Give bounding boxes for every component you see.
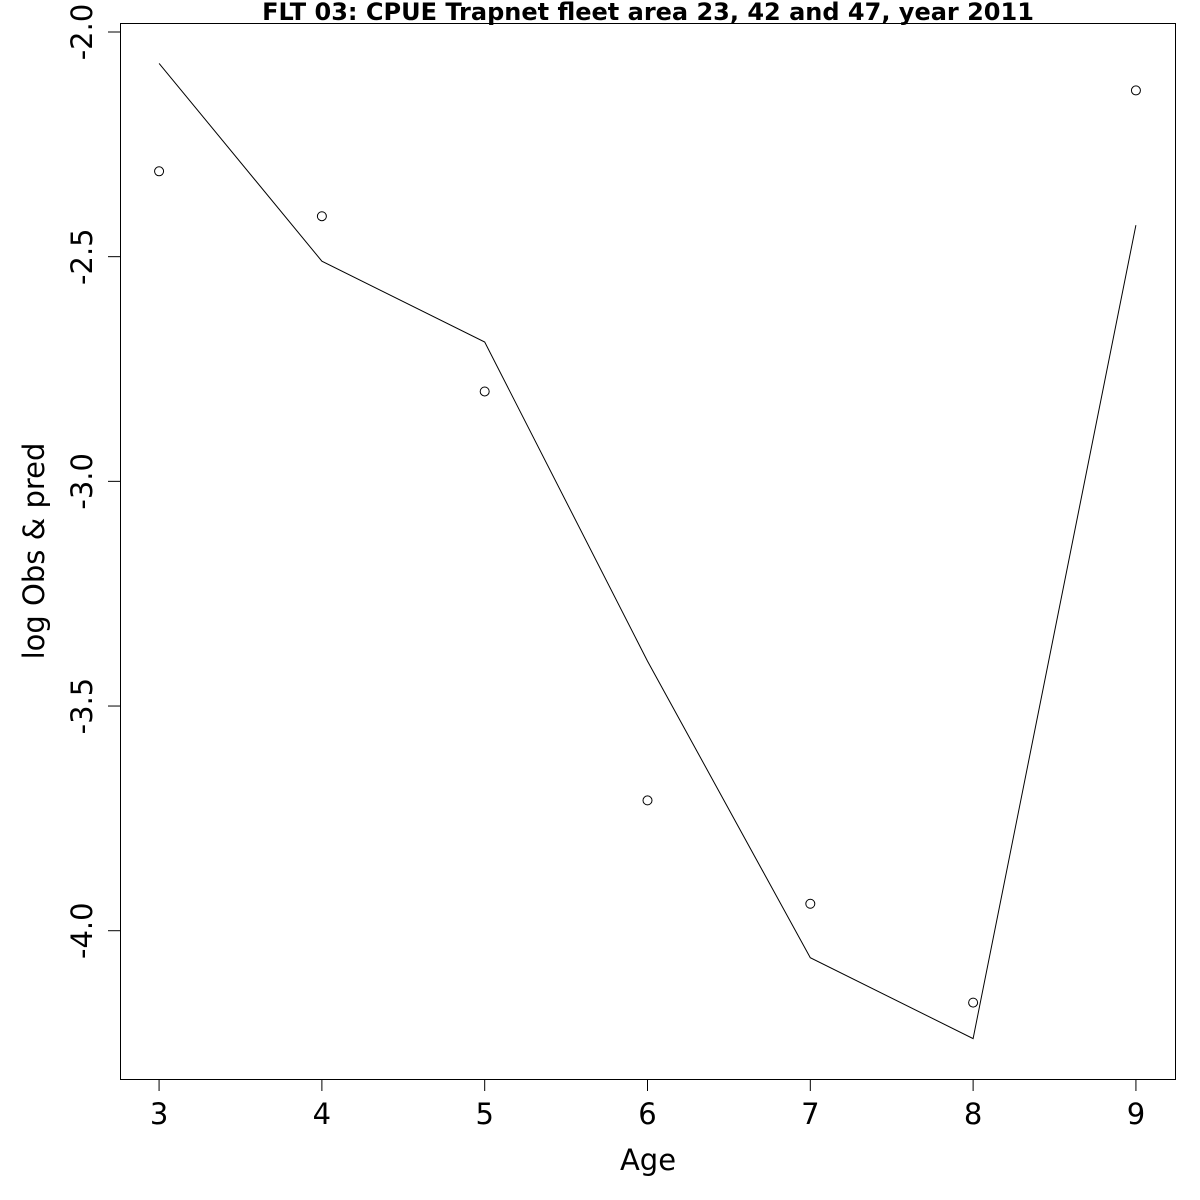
x-tick-label: 4 [313,1097,331,1131]
x-tick-label: 7 [801,1097,819,1131]
x-tick-label: 3 [150,1097,168,1131]
x-tick-label: 9 [1127,1097,1145,1131]
observed-point [316,211,327,222]
x-tick-label: 6 [638,1097,656,1131]
observed-point [479,386,490,397]
observed-point [154,166,165,177]
predicted-line [158,63,1137,1040]
y-axis-title: log Obs & pred [17,443,51,660]
plot-frame [120,23,1176,1080]
y-tick-label: -3.5 [65,678,99,735]
observed-point [805,898,816,909]
x-tick-label: 5 [475,1097,493,1131]
observed-point [968,997,979,1008]
observed-points [154,85,1141,1008]
y-tick-label: -3.0 [65,453,99,510]
chart-title: FLT 03: CPUE Trapnet fleet area 23, 42 a… [262,0,1034,26]
y-axis: -2.0 -2.5 -3.0 -3.5 -4.0 [65,4,120,959]
y-tick-label: -4.0 [65,902,99,959]
y-tick-label: -2.0 [65,4,99,61]
x-axis-title: Age [620,1143,676,1177]
x-axis: 3 4 5 6 7 8 9 [150,1079,1145,1131]
observed-point [1130,85,1141,96]
x-tick-label: 8 [964,1097,982,1131]
observed-point [642,795,653,806]
y-tick-label: -2.5 [65,228,99,285]
